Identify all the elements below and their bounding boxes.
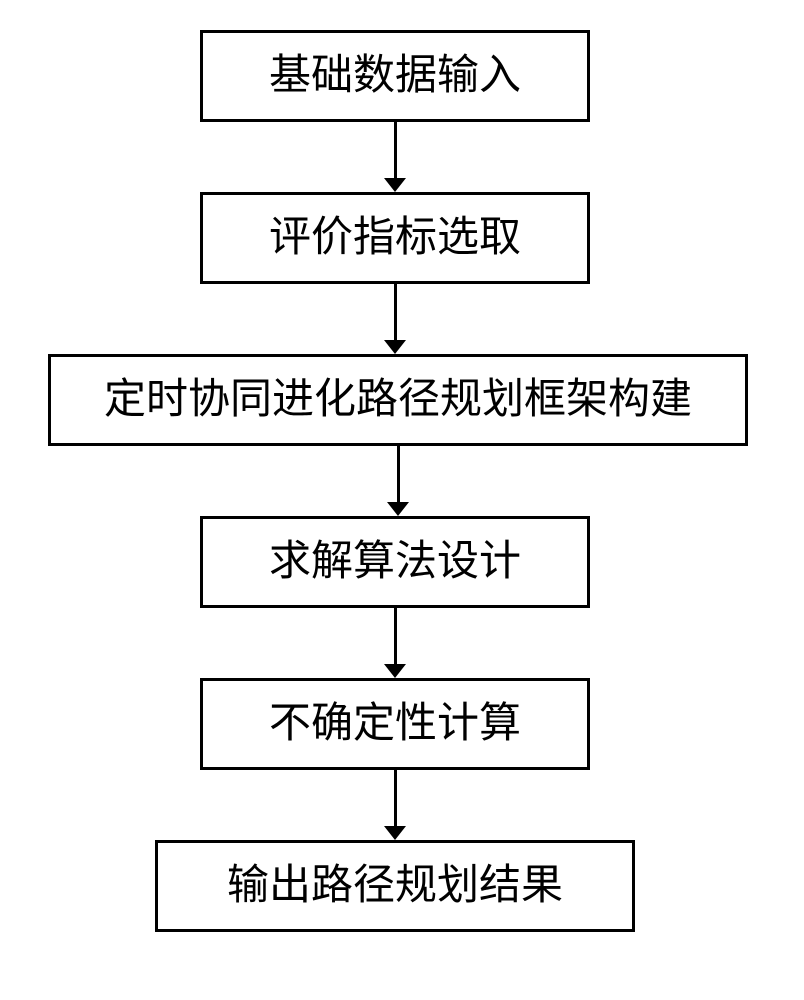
flow-edge-line <box>394 770 397 826</box>
flow-node-label: 不确定性计算 <box>269 701 521 747</box>
flow-node-n3: 定时协同进化路径规划框架构建 <box>48 354 748 446</box>
flow-edge-line <box>394 608 397 664</box>
flow-edge-arrowhead <box>384 826 406 840</box>
flow-edge-arrowhead <box>387 502 409 516</box>
flow-edge-arrowhead <box>384 340 406 354</box>
flow-edge-arrowhead <box>384 664 406 678</box>
flow-node-label: 基础数据输入 <box>269 53 521 99</box>
flow-node-n4: 求解算法设计 <box>200 516 590 608</box>
flow-edge-line <box>394 122 397 178</box>
flow-node-label: 定时协同进化路径规划框架构建 <box>104 377 692 423</box>
flow-node-n1: 基础数据输入 <box>200 30 590 122</box>
flow-node-label: 输出路径规划结果 <box>227 863 563 909</box>
flowchart-canvas: 基础数据输入评价指标选取定时协同进化路径规划框架构建求解算法设计不确定性计算输出… <box>0 0 804 1000</box>
flow-edge-arrowhead <box>384 178 406 192</box>
flow-node-n6: 输出路径规划结果 <box>155 840 635 932</box>
flow-node-n2: 评价指标选取 <box>200 192 590 284</box>
flow-node-label: 评价指标选取 <box>269 215 521 261</box>
flow-node-n5: 不确定性计算 <box>200 678 590 770</box>
flow-node-label: 求解算法设计 <box>269 539 521 585</box>
flow-edge-line <box>397 446 400 502</box>
flow-edge-line <box>394 284 397 340</box>
